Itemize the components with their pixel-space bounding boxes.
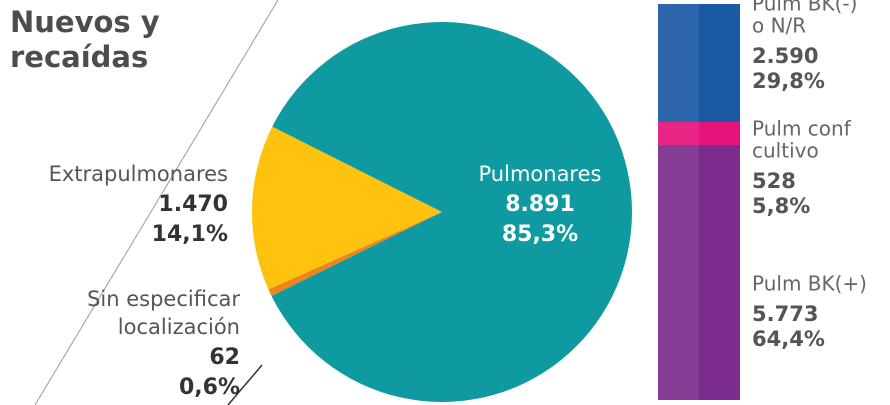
pie-slice bbox=[252, 126, 442, 290]
bar-shade bbox=[658, 122, 699, 145]
slice-label: localización bbox=[118, 315, 240, 339]
slice-label: Sin especificar bbox=[87, 287, 240, 311]
slice-label: Pulmonares bbox=[479, 162, 602, 186]
pie-slice bbox=[271, 22, 632, 403]
segment-label: cultivo bbox=[752, 139, 819, 163]
bar-segment bbox=[658, 122, 740, 145]
segment-percent: 64,4% bbox=[752, 327, 825, 351]
pointer bbox=[227, 364, 263, 405]
divider bbox=[34, 0, 279, 405]
bar-segment bbox=[658, 4, 740, 123]
segment-label: Pulm BK(+) bbox=[752, 272, 867, 296]
slice-count: 62 bbox=[209, 345, 240, 370]
pie-slice bbox=[268, 212, 442, 296]
segment-label: Pulm conf bbox=[752, 117, 852, 141]
slice-label: Extrapulmonares bbox=[49, 162, 228, 186]
slice-percent: 14,1% bbox=[152, 222, 228, 247]
segment-count: 528 bbox=[752, 169, 796, 193]
slice-count: 1.470 bbox=[158, 192, 228, 217]
bar-shade bbox=[658, 144, 699, 400]
segment-percent: 29,8% bbox=[752, 69, 825, 93]
title: recaídas bbox=[10, 40, 148, 74]
slice-count: 8.891 bbox=[505, 192, 575, 217]
slice-percent: 0,6% bbox=[179, 375, 240, 400]
title: Nuevos y bbox=[10, 5, 160, 39]
segment-count: 5.773 bbox=[752, 302, 818, 326]
segment-count: 2.590 bbox=[752, 44, 818, 68]
segment-label: o N/R bbox=[752, 14, 806, 38]
segment-label: Pulm BK(-) bbox=[752, 0, 857, 16]
slice-percent: 85,3% bbox=[502, 222, 578, 247]
segment-percent: 5,8% bbox=[752, 194, 810, 218]
bar-segment bbox=[658, 144, 740, 400]
bar-shade bbox=[658, 4, 699, 123]
